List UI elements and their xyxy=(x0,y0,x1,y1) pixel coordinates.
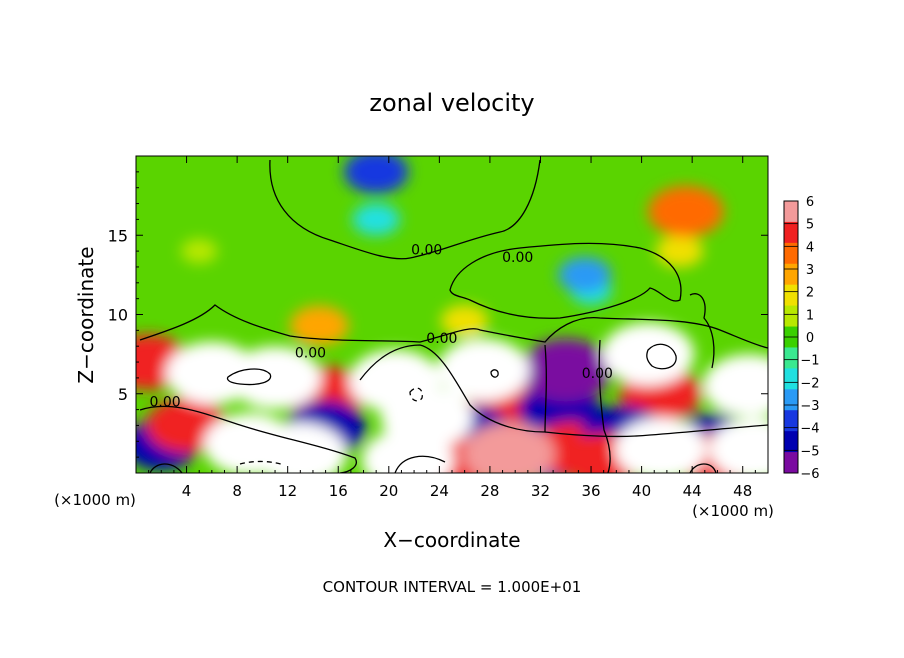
x-unit-left: (×1000 m) xyxy=(54,491,136,509)
colorbar-swatch-5 xyxy=(784,305,798,328)
x-axis: 4 8 12 16 20 24 28 32 36 40 44 48 xyxy=(135,156,769,500)
y-tick-label-2: 15 xyxy=(108,226,128,245)
colorbar-swatch-7 xyxy=(784,347,798,369)
contour-label-5: 0.00 xyxy=(149,394,180,410)
contour-inner-right xyxy=(646,343,677,370)
contour-inner-small xyxy=(490,369,499,378)
plot-area: 0.00 0.00 0.00 0.00 0.00 0.00 xyxy=(136,156,768,473)
x-unit-right: (×1000 m) xyxy=(692,502,774,520)
colorbar-label-3: 3 xyxy=(806,263,814,278)
contour-bottom-arcs xyxy=(149,455,717,473)
contour-lower-mid xyxy=(359,344,547,433)
field-blob-38 xyxy=(348,349,442,413)
x-tick-label-7: 32 xyxy=(531,482,550,500)
contour-label-2: 0.00 xyxy=(295,345,326,361)
contour-mid-boundary xyxy=(139,304,768,349)
colorbar-label-1: 5 xyxy=(806,218,814,233)
field-blob-7 xyxy=(343,156,409,194)
field-blob-31 xyxy=(702,354,768,418)
chart-title: zonal velocity xyxy=(369,89,534,117)
x-tick-label-6: 28 xyxy=(480,482,499,500)
contour-label-4: 0.00 xyxy=(582,366,613,382)
field-blob-2 xyxy=(352,203,400,236)
colorbar-swatch-2 xyxy=(784,242,798,265)
colorbar-label-8: −2 xyxy=(800,376,819,391)
contour-right-blob xyxy=(689,293,715,369)
y-axis-label: Z−coordinate xyxy=(74,246,98,383)
contour-upper-right xyxy=(449,242,682,319)
contour-labels: 0.00 0.00 0.00 0.00 0.00 0.00 xyxy=(149,242,612,410)
x-tick-label-11: 48 xyxy=(733,482,752,500)
x-axis-label: X−coordinate xyxy=(383,528,520,552)
field-blob-6 xyxy=(289,305,349,346)
x-tick-label-1: 8 xyxy=(232,482,242,500)
contour-inner-left xyxy=(226,368,272,386)
x-tick-label-3: 16 xyxy=(329,482,348,500)
field-blob-35 xyxy=(709,417,768,473)
field-blob-5 xyxy=(558,256,612,293)
colorbar-swatch-12 xyxy=(784,452,798,474)
colorbar-label-10: −4 xyxy=(800,422,819,437)
field-blob-33 xyxy=(437,338,530,402)
colorbar-swatch-0 xyxy=(784,201,798,223)
colorbar-label-11: −5 xyxy=(800,444,819,459)
contour-upper-jet xyxy=(269,159,541,260)
contour-lower-right xyxy=(544,424,768,438)
contour-lower-left xyxy=(139,405,357,473)
field-blob-9 xyxy=(648,185,724,238)
colorbar-label-2: 4 xyxy=(806,240,814,255)
y-tick-label-0: 5 xyxy=(118,385,128,404)
x-tick-label-5: 24 xyxy=(430,482,449,500)
colorbar-label-0: 6 xyxy=(806,195,814,210)
x-tick-label-10: 44 xyxy=(683,482,702,500)
contour-dashed-2 xyxy=(239,460,285,466)
contour-label-0: 0.00 xyxy=(411,242,442,258)
y-axis: 5 10 15 xyxy=(108,155,768,474)
field-blob-39 xyxy=(601,322,695,386)
colorbar-swatch-3 xyxy=(784,263,798,286)
contour-lines xyxy=(139,159,768,473)
field-blob-26 xyxy=(462,422,556,473)
field-blob-37 xyxy=(228,346,322,410)
colorbar-label-6: 0 xyxy=(806,331,814,346)
field-blob-29 xyxy=(254,422,347,473)
colorbar-swatch-1 xyxy=(784,221,798,244)
x-tick-label-2: 12 xyxy=(278,482,297,500)
y-tick-label-1: 10 xyxy=(108,306,128,325)
colorbar-swatch-4 xyxy=(784,284,798,307)
colorbar-label-5: 1 xyxy=(806,308,814,323)
colorbar-label-4: 2 xyxy=(806,286,814,301)
contour-label-3: 0.00 xyxy=(426,331,457,347)
colorbar-swatch-9 xyxy=(784,389,798,411)
colorbar-label-7: −1 xyxy=(800,354,819,369)
contour-right-vertical xyxy=(598,339,611,473)
contour-interval-note: CONTOUR INTERVAL = 1.000E+01 xyxy=(323,578,582,596)
colorbar-swatch-10 xyxy=(784,410,798,432)
contour-dashed-1 xyxy=(409,387,423,402)
field-blob-34 xyxy=(614,417,707,473)
field-blob-27 xyxy=(519,338,613,402)
x-tick-label-0: 4 xyxy=(182,482,192,500)
colorbar-swatch-11 xyxy=(784,431,798,453)
contour-label-1: 0.00 xyxy=(502,250,533,266)
colorbar-label-9: −3 xyxy=(800,399,819,414)
x-tick-label-8: 36 xyxy=(581,482,600,500)
x-tick-label-9: 40 xyxy=(632,482,651,500)
field-blob-0 xyxy=(181,238,218,264)
colorbar-label-12: −6 xyxy=(800,467,819,482)
colorbar-swatch-8 xyxy=(784,368,798,390)
field-blob-3 xyxy=(655,234,704,268)
colorbar: 6 5 4 3 2 1 0 −1 −2 −3 −4 −5 −6 xyxy=(783,195,820,482)
x-tick-label-4: 20 xyxy=(379,482,398,500)
